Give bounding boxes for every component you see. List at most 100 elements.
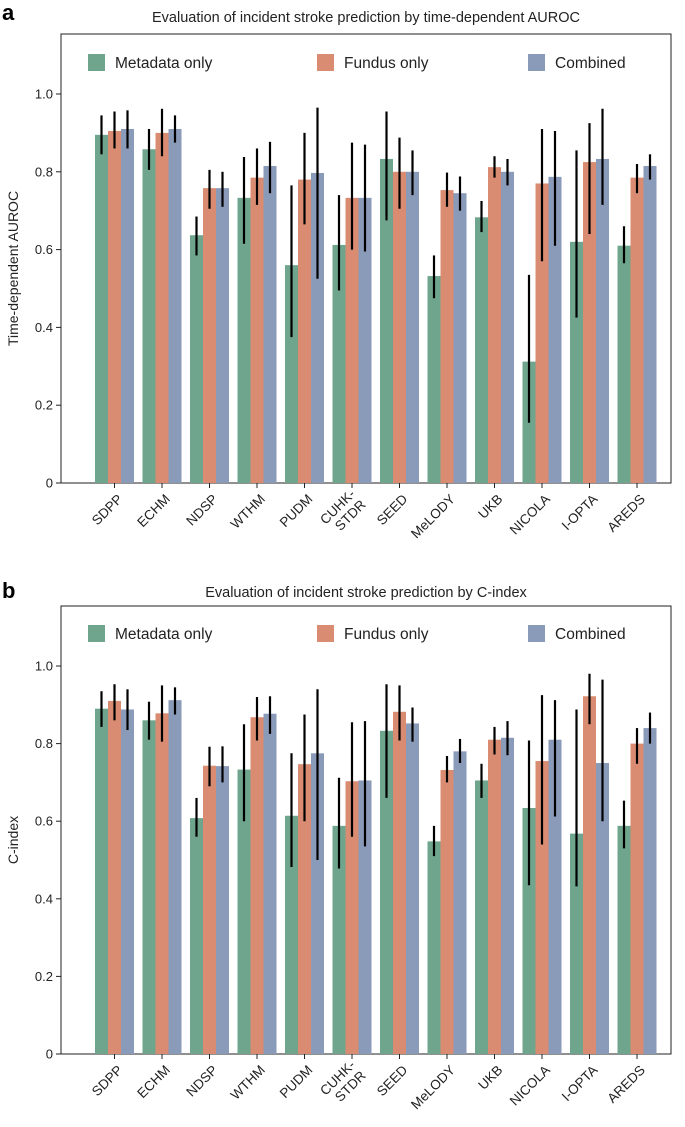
x-tick-label: I-OPTA <box>559 491 601 533</box>
bar <box>522 808 536 1054</box>
bar <box>596 763 609 1054</box>
bar <box>453 193 467 483</box>
bar <box>237 769 251 1054</box>
legend-label: Metadata only <box>115 55 213 72</box>
legend-label: Fundus only <box>344 55 429 72</box>
y-tick-label: 0 <box>46 1047 53 1062</box>
bar <box>250 717 264 1054</box>
bar <box>488 167 501 483</box>
legend-swatch <box>317 625 334 642</box>
bar <box>488 739 501 1054</box>
bar <box>108 700 121 1054</box>
bar <box>583 696 596 1054</box>
bar <box>216 766 229 1054</box>
bar <box>501 171 514 484</box>
x-tick-label: MeLODY <box>408 1062 458 1112</box>
panel-label: a <box>2 0 15 25</box>
legend-label: Combined <box>555 55 626 72</box>
bar <box>475 217 488 484</box>
bar <box>332 825 346 1054</box>
x-tick-label: ECHM <box>134 1062 173 1101</box>
bar <box>427 276 441 483</box>
bar <box>548 176 562 483</box>
y-tick-label: 0.6 <box>35 242 53 257</box>
bar <box>345 781 359 1054</box>
bar <box>332 244 346 483</box>
bar <box>358 197 372 483</box>
bar <box>285 815 298 1054</box>
bar <box>570 833 583 1054</box>
bar <box>380 730 393 1054</box>
x-tick-label: WTHM <box>228 491 268 531</box>
bar <box>298 764 311 1054</box>
bar <box>168 700 182 1054</box>
bar <box>108 130 121 483</box>
x-tick-label: SDPP <box>89 491 126 528</box>
bar <box>570 241 583 483</box>
bar <box>393 711 406 1054</box>
x-tick-label: AREDS <box>604 1062 647 1105</box>
bar <box>643 728 657 1054</box>
y-tick-label: 0.2 <box>35 969 53 984</box>
bar <box>142 720 156 1054</box>
legend-swatch <box>88 625 105 642</box>
x-tick-label: I-OPTA <box>559 1062 601 1104</box>
y-tick-label: 0.8 <box>35 164 53 179</box>
x-tick-label: NDSP <box>183 491 220 528</box>
y-tick-label: 1.0 <box>35 659 53 674</box>
chart-panel-b: b Evaluation of incident stroke predictio… <box>2 578 672 1112</box>
bar <box>155 713 169 1054</box>
x-tick-label: SEED <box>374 491 411 528</box>
y-tick-label: 0.4 <box>35 320 53 335</box>
y-tick-label: 0.8 <box>35 736 53 751</box>
bar <box>393 171 406 484</box>
x-tick-label: CUHK-STDR <box>317 486 369 538</box>
bar <box>630 177 644 483</box>
chart-title: Evaluation of incident stroke prediction… <box>205 585 527 601</box>
bar <box>643 165 657 483</box>
x-tick-label: PUDM <box>277 1062 316 1101</box>
bar <box>263 713 277 1054</box>
bar <box>250 177 264 483</box>
bar <box>617 825 631 1054</box>
x-tick-label: NICOLA <box>507 1062 553 1108</box>
x-tick-label: SEED <box>374 1062 411 1099</box>
x-tick-label: MeLODY <box>408 491 458 541</box>
y-tick-label: 0.6 <box>35 814 53 829</box>
bar <box>440 190 454 483</box>
x-tick-label: NDSP <box>183 1062 220 1099</box>
bar <box>453 751 467 1054</box>
bar <box>358 780 372 1054</box>
legend-label: Combined <box>555 626 626 643</box>
legend-swatch <box>528 54 545 71</box>
y-axis-label: Time-dependent AUROC <box>5 191 21 346</box>
bar <box>548 739 562 1054</box>
legend-swatch <box>317 54 334 71</box>
legend-label: Fundus only <box>344 626 429 643</box>
chart-panel-a: a Evaluation of incident stroke predictio… <box>2 0 672 541</box>
bar <box>380 158 393 483</box>
legend-swatch <box>528 625 545 642</box>
x-tick-label: UKB <box>475 491 505 521</box>
bar <box>203 765 216 1054</box>
bar <box>311 172 324 484</box>
bar <box>406 171 419 484</box>
bar <box>95 708 108 1054</box>
bar <box>440 769 454 1054</box>
bar <box>263 165 277 483</box>
bar <box>475 780 488 1054</box>
panel-label: b <box>2 578 15 603</box>
legend-label: Metadata only <box>115 626 213 643</box>
bar <box>168 129 182 483</box>
y-tick-label: 0.4 <box>35 891 53 906</box>
bar <box>596 158 609 483</box>
x-tick-label: UKB <box>475 1062 505 1092</box>
y-tick-label: 0.2 <box>35 398 53 413</box>
bar <box>583 162 596 483</box>
y-tick-label: 0 <box>46 476 53 491</box>
bar <box>216 188 229 483</box>
bar <box>285 265 298 483</box>
bar <box>298 179 311 483</box>
x-tick-label: PUDM <box>277 491 316 530</box>
